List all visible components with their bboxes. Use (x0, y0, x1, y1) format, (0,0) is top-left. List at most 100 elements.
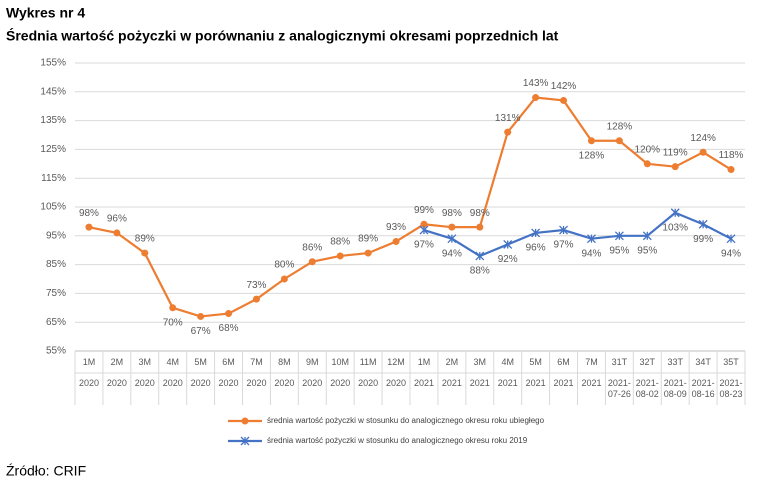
point (504, 128, 512, 136)
x-group-label: 2021-08-02 (635, 378, 659, 399)
source: Źródło: CRIF (6, 463, 86, 479)
data-label: 88% (330, 237, 350, 248)
point (560, 96, 568, 104)
y-tick-label: 155% (40, 58, 66, 69)
data-label: 98% (470, 208, 490, 219)
x-group-label: 2020 (106, 378, 127, 388)
y-tick-label: 135% (40, 115, 66, 126)
x-tick-label: 12M (387, 357, 405, 367)
data-label: 98% (79, 208, 99, 219)
x-tick-label: 1M (417, 357, 431, 367)
point (699, 148, 707, 156)
point (308, 258, 316, 266)
legend-label: średnia wartość pożyczki w stosunku do a… (267, 416, 545, 425)
data-label: 131% (495, 113, 521, 124)
point (197, 312, 205, 320)
x-group-label: 2020 (358, 378, 379, 388)
x-group-label: 2021 (413, 378, 434, 388)
data-label: 94% (442, 248, 462, 259)
point (559, 225, 569, 235)
x-tick-label: 2M (110, 357, 124, 367)
data-label: 119% (663, 147, 688, 158)
y-tick-label: 75% (46, 288, 66, 299)
data-label: 94% (581, 248, 601, 259)
point (586, 234, 596, 244)
x-tick-label: 32T (639, 357, 656, 367)
x-tick-label: 7M (250, 357, 263, 367)
point (727, 166, 735, 174)
x-group-label: 2021 (469, 378, 490, 388)
legend-marker (241, 417, 249, 425)
point (475, 251, 485, 261)
data-label: 99% (414, 205, 434, 216)
series-line (423, 211, 732, 258)
point (392, 238, 400, 246)
series-line (88, 96, 732, 318)
data-label: 103% (662, 222, 688, 233)
point (364, 249, 372, 257)
point (532, 94, 540, 102)
x-tick-label: 31T (611, 357, 628, 367)
x-group-label: 2020 (218, 378, 239, 388)
x-group-label: 2020 (386, 378, 407, 388)
x-tick-label: 9M (306, 357, 319, 367)
y-tick-label: 95% (46, 230, 66, 241)
y-tick-label: 85% (46, 259, 66, 270)
subtitle: Średnia wartość pożyczki w porównaniu z … (6, 27, 559, 44)
point (726, 234, 736, 244)
x-tick-label: 1M (82, 357, 96, 367)
x-tick-label: 34T (695, 357, 711, 367)
point (225, 310, 233, 318)
data-label: 99% (693, 234, 713, 245)
point (141, 249, 149, 257)
x-group-label: 2020 (190, 378, 211, 388)
x-group-label: 2021-07-26 (607, 378, 631, 399)
x-tick-label: 8M (278, 357, 291, 367)
y-tick-label: 65% (46, 317, 66, 328)
point (642, 231, 652, 241)
y-tick-label: 145% (40, 86, 66, 97)
x-group-label: 2020 (78, 378, 99, 388)
x-tick-label: 6M (557, 357, 570, 367)
x-tick-label: 3M (138, 357, 152, 367)
data-label: 80% (274, 260, 294, 271)
x-group-label: 2020 (246, 378, 267, 388)
x-group-label: 2021 (525, 378, 546, 388)
point (503, 239, 513, 249)
x-tick-label: 4M (166, 357, 179, 367)
data-label: 92% (498, 254, 518, 265)
point (419, 225, 429, 235)
x-tick-label: 6M (222, 357, 235, 367)
legend-label: średnia wartość pożyczki w stosunku do a… (267, 436, 528, 445)
x-group-label: 2020 (302, 378, 323, 388)
x-tick-label: 4M (501, 357, 514, 367)
x-tick-label: 11M (359, 357, 377, 367)
y-tick-label: 55% (46, 346, 66, 357)
point (252, 295, 260, 303)
point (698, 219, 708, 229)
legend-marker (240, 436, 250, 446)
data-label: 96% (526, 243, 546, 254)
x-tick-label: 33T (667, 357, 683, 367)
data-label: 128% (579, 150, 605, 161)
data-label: 93% (386, 222, 406, 233)
x-group-label: 2021 (441, 378, 462, 388)
data-label: 73% (246, 280, 266, 291)
data-label: 97% (414, 240, 434, 251)
data-label: 128% (607, 121, 633, 132)
data-label: 120% (635, 144, 661, 155)
x-tick-label: 35T (723, 357, 739, 367)
data-label: 67% (191, 326, 211, 337)
x-group-label: 2020 (330, 378, 351, 388)
data-label: 88% (470, 266, 490, 277)
title: Wykres nr 4 (6, 5, 85, 21)
data-label: 124% (690, 133, 716, 144)
x-tick-label: 5M (194, 357, 207, 367)
x-tick-label: 10M (331, 357, 349, 367)
data-label: 97% (554, 240, 574, 251)
point (336, 252, 344, 260)
data-label: 86% (302, 242, 322, 253)
x-tick-label: 2M (445, 357, 459, 367)
